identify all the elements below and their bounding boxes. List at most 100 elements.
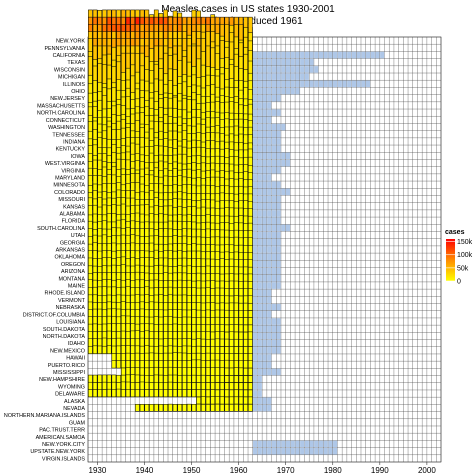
heatmap-cell bbox=[97, 316, 103, 326]
heatmap-cell bbox=[139, 287, 145, 297]
heatmap-cell bbox=[271, 347, 276, 354]
heatmap-cell bbox=[271, 325, 276, 333]
heatmap-cell bbox=[243, 389, 248, 398]
heatmap-cell bbox=[97, 338, 103, 347]
heatmap-cell bbox=[182, 360, 187, 369]
heatmap-cell bbox=[314, 51, 319, 59]
heatmap-cell bbox=[219, 287, 225, 297]
heatmap-cell bbox=[139, 308, 145, 318]
state-label: CALIFORNIA bbox=[53, 53, 86, 59]
heatmap-cell bbox=[285, 80, 291, 88]
heatmap-cell bbox=[97, 374, 103, 383]
heatmap-cell bbox=[267, 116, 272, 124]
heatmap-cell bbox=[229, 396, 234, 405]
heatmap-cell bbox=[304, 80, 309, 88]
heatmap-cell bbox=[210, 258, 216, 268]
heatmap-cell bbox=[248, 382, 253, 390]
heatmap-cell bbox=[257, 195, 262, 203]
heatmap-cell bbox=[243, 223, 248, 232]
heatmap-cell bbox=[163, 331, 168, 340]
heatmap-cell bbox=[309, 58, 314, 66]
heatmap-cell bbox=[224, 389, 230, 398]
heatmap-cell bbox=[262, 354, 267, 361]
heatmap-cell bbox=[281, 159, 286, 167]
state-label: GEORGIA bbox=[60, 240, 86, 246]
heatmap-cell bbox=[295, 66, 300, 73]
heatmap-cell bbox=[238, 252, 244, 261]
heatmap-cell bbox=[253, 145, 258, 152]
heatmap-cell bbox=[253, 282, 258, 289]
heatmap-cell bbox=[106, 374, 112, 383]
heatmap-cell bbox=[304, 440, 309, 448]
heatmap-cell bbox=[135, 345, 140, 354]
heatmap-cell bbox=[106, 315, 112, 326]
heatmap-cell bbox=[116, 323, 121, 333]
heatmap-cell bbox=[144, 330, 150, 340]
heatmap-cell bbox=[243, 331, 248, 340]
heatmap-cell bbox=[318, 80, 324, 88]
heatmap-cell bbox=[210, 295, 216, 304]
heatmap-cell bbox=[262, 260, 267, 268]
heatmap-cell bbox=[163, 375, 168, 383]
heatmap-cell bbox=[262, 66, 267, 73]
heatmap-cell bbox=[168, 360, 173, 369]
heatmap-cell bbox=[304, 58, 309, 66]
heatmap-cell bbox=[267, 231, 272, 239]
heatmap-cell bbox=[271, 447, 276, 455]
heatmap-cell bbox=[267, 354, 272, 361]
heatmap-cell bbox=[238, 396, 244, 405]
heatmap-cell bbox=[323, 80, 328, 88]
heatmap-cell bbox=[267, 94, 272, 102]
heatmap-cell bbox=[333, 51, 338, 59]
heatmap-cell bbox=[248, 266, 253, 275]
heatmap-cell bbox=[248, 317, 253, 326]
heatmap-cell bbox=[224, 367, 230, 376]
heatmap-cell bbox=[281, 73, 286, 80]
heatmap-cell bbox=[215, 273, 220, 282]
heatmap-cell bbox=[271, 138, 276, 145]
heatmap-cell bbox=[233, 295, 239, 304]
heatmap-cell bbox=[271, 210, 276, 217]
heatmap-cell bbox=[267, 123, 272, 131]
heatmap-cell bbox=[248, 331, 253, 340]
heatmap-cell bbox=[267, 87, 272, 95]
heatmap-cell bbox=[158, 316, 164, 326]
heatmap-cell bbox=[238, 266, 244, 275]
heatmap-cell bbox=[186, 367, 192, 376]
heatmap-cell bbox=[267, 440, 272, 448]
heatmap-cell bbox=[149, 257, 154, 268]
heatmap-cell bbox=[233, 236, 239, 246]
heatmap-cell bbox=[257, 375, 262, 383]
heatmap-cell bbox=[172, 352, 178, 362]
heatmap-cell bbox=[201, 360, 206, 369]
heatmap-cell bbox=[224, 353, 230, 362]
state-label: MISSISSIPPI bbox=[53, 370, 85, 376]
heatmap-cell bbox=[271, 109, 276, 116]
state-label: VIRGIN.ISLANDS bbox=[42, 456, 86, 462]
heatmap-cell bbox=[201, 404, 206, 412]
heatmap-cell bbox=[248, 310, 253, 318]
heatmap-cell bbox=[205, 324, 211, 333]
heatmap-cell bbox=[215, 302, 220, 311]
heatmap-cell bbox=[337, 51, 342, 59]
heatmap-cell bbox=[88, 374, 93, 383]
heatmap-cell bbox=[253, 246, 258, 253]
heatmap-cell bbox=[337, 80, 342, 88]
heatmap-cell bbox=[196, 403, 201, 412]
heatmap-cell bbox=[130, 302, 136, 311]
heatmap-cell bbox=[224, 309, 230, 318]
heatmap-cell bbox=[253, 267, 258, 275]
heatmap-cell bbox=[215, 287, 220, 297]
heatmap-cell bbox=[158, 338, 164, 347]
heatmap-cell bbox=[257, 289, 262, 297]
heatmap-cell bbox=[102, 286, 107, 297]
heatmap-cell bbox=[224, 404, 230, 412]
heatmap-cell bbox=[177, 360, 183, 369]
heatmap-cell bbox=[215, 382, 220, 390]
heatmap-cell bbox=[215, 353, 220, 362]
heatmap-cell bbox=[130, 367, 136, 376]
heatmap-cell bbox=[135, 302, 140, 311]
heatmap-cell bbox=[92, 389, 98, 398]
heatmap-cell bbox=[224, 317, 230, 326]
heatmap-cell bbox=[102, 309, 107, 318]
